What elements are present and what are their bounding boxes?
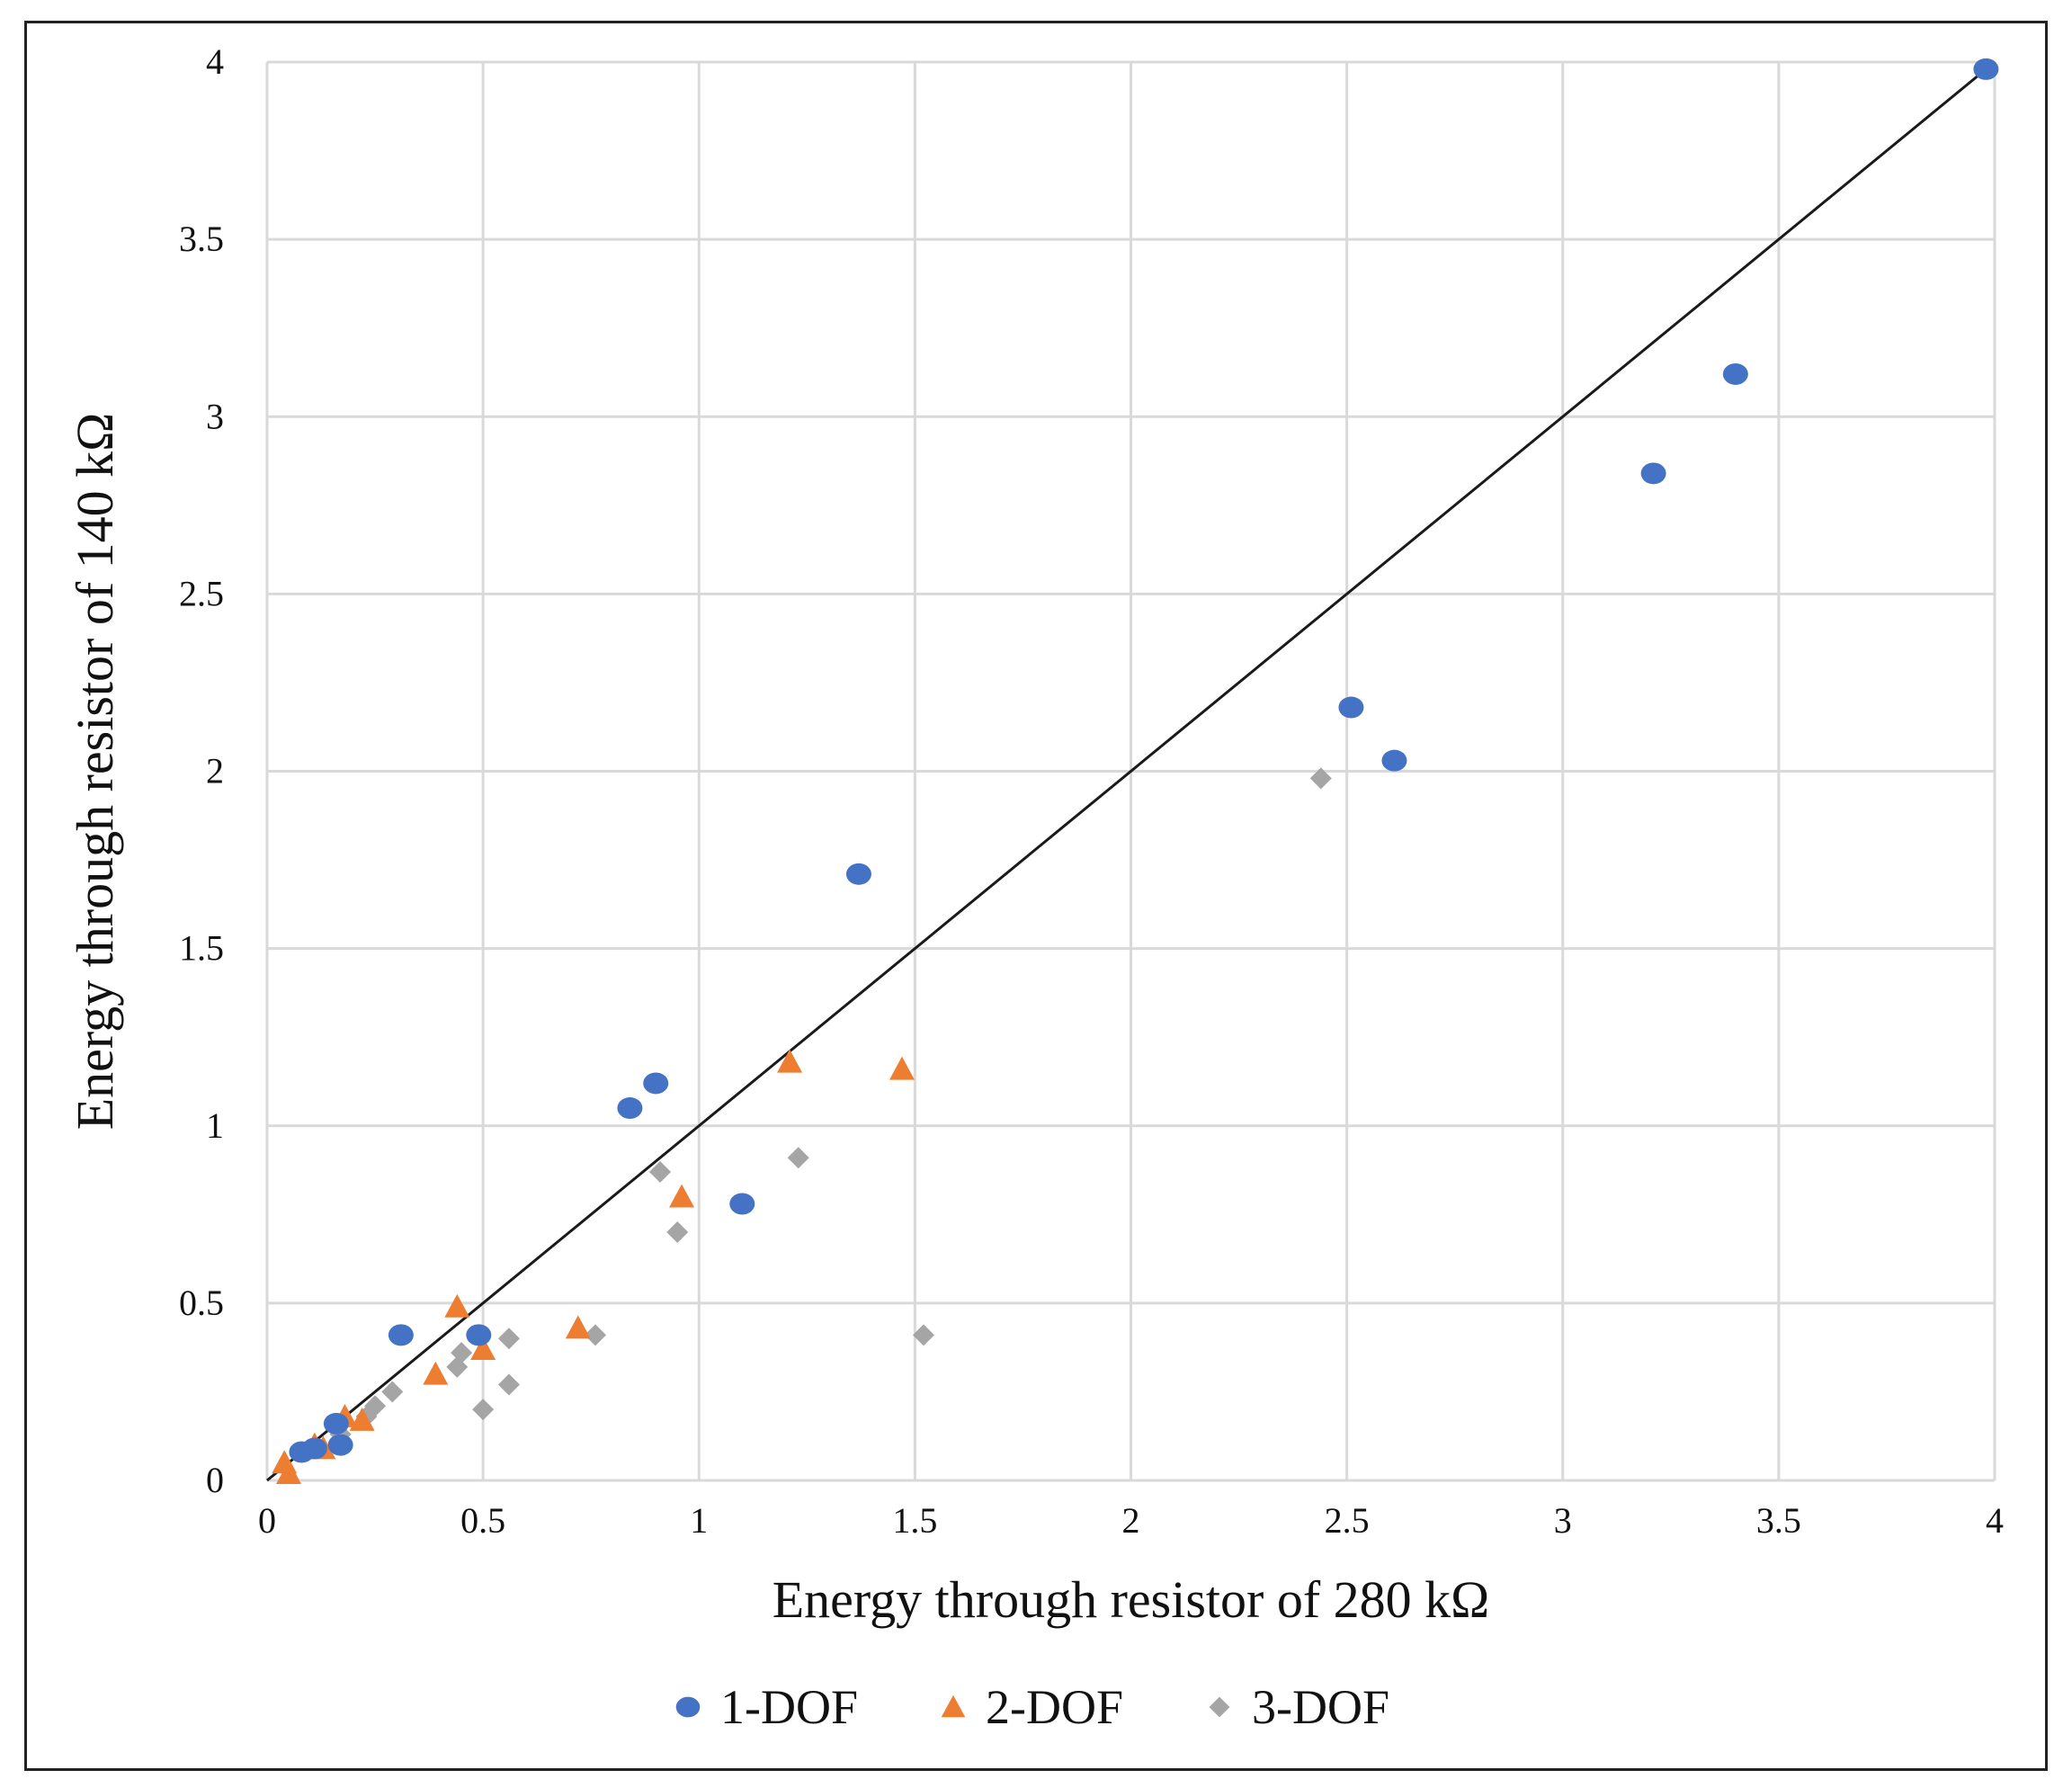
x-tick-label: 2 [1122,1500,1140,1541]
data-point-1-dof [1381,749,1407,772]
legend-label: 3-DOF [1252,1680,1389,1734]
data-point-3-dof [446,1355,469,1378]
data-point-2-dof [565,1315,591,1339]
data-point-2-dof [423,1361,449,1385]
grid-lines [265,60,1996,1482]
x-tick-label: 2.5 [1325,1500,1370,1541]
x-tick-label: 0.5 [460,1500,505,1541]
reference-line-group [266,60,1996,1482]
data-point-1-dof [729,1193,755,1215]
data-point-2-dof [777,1049,803,1073]
data-point-2-dof [444,1293,470,1318]
legend-marker-3-dof [1209,1696,1230,1718]
data-point-1-dof [1338,696,1364,719]
data-point-3-dof [497,1328,520,1350]
data-point-2-dof [669,1184,695,1208]
series-1-dof [289,58,1999,1463]
x-tick-label: 4 [1986,1500,2004,1541]
data-point-1-dof [466,1324,492,1346]
x-tick-label: 1 [690,1500,708,1541]
y-tick-label: 1 [206,1105,224,1146]
tick-labels: 0 0.5 1 1.5 2 2.5 3 3.5 4 0 0.5 1 1.5 2 2.5 3 3.5 4 [179,41,2004,1541]
legend-label: 2-DOF [986,1680,1123,1734]
data-point-3-dof [912,1324,934,1346]
data-point-2-dof [276,1461,302,1485]
data-point-1-dof [388,1324,414,1346]
data-point-3-dof [584,1324,606,1346]
data-point-3-dof [472,1399,495,1421]
data-point-3-dof [381,1381,404,1403]
y-tick-label: 3.5 [179,219,224,259]
x-tick-label: 0 [258,1500,276,1541]
data-point-3-dof [787,1147,809,1169]
data-point-3-dof [497,1373,520,1396]
legend: 1-DOF 2-DOF 3-DOF [675,1680,1389,1734]
x-tick-label: 1.5 [892,1500,937,1541]
y-tick-label: 1.5 [179,928,224,969]
data-point-1-dof [617,1097,643,1120]
data-point-2-dof [470,1337,496,1361]
legend-item-1-dof: 1-DOF [675,1680,858,1734]
data-point-2-dof [889,1056,915,1080]
series-2-dof [272,1049,915,1485]
legend-marker-1-dof [675,1696,701,1718]
data-point-1-dof [1640,462,1666,485]
legend-item-3-dof: 3-DOF [1209,1680,1389,1734]
y-tick-label: 3 [206,396,224,436]
data-point-3-dof [1309,767,1332,790]
data-points [272,58,1999,1485]
y-tick-label: 2 [206,751,224,791]
data-point-2-dof [349,1407,375,1431]
data-point-1-dof [323,1412,349,1435]
x-axis-title: Energy through resistor of 280 kΩ [773,1570,1490,1629]
y-tick-label: 4 [206,41,224,82]
y-tick-label: 2.5 [179,573,224,613]
data-point-1-dof [1722,362,1748,385]
y-axis-title: Energy through resistor of 140 kΩ [66,413,124,1131]
x-tick-label: 3.5 [1756,1500,1801,1541]
data-point-1-dof [1973,58,1999,80]
reference-line [266,60,1996,1482]
legend-label: 1-DOF [720,1680,858,1734]
data-point-1-dof [643,1072,669,1095]
data-point-1-dof [845,863,871,885]
y-tick-label: 0 [206,1460,224,1500]
legend-marker-2-dof [941,1694,966,1718]
data-point-1-dof [327,1434,353,1456]
data-point-3-dof [649,1161,672,1184]
x-tick-label: 3 [1554,1500,1572,1541]
legend-item-2-dof: 2-DOF [941,1680,1123,1734]
data-point-1-dof [301,1437,327,1460]
data-point-3-dof [666,1221,689,1244]
y-tick-label: 0.5 [179,1283,224,1323]
